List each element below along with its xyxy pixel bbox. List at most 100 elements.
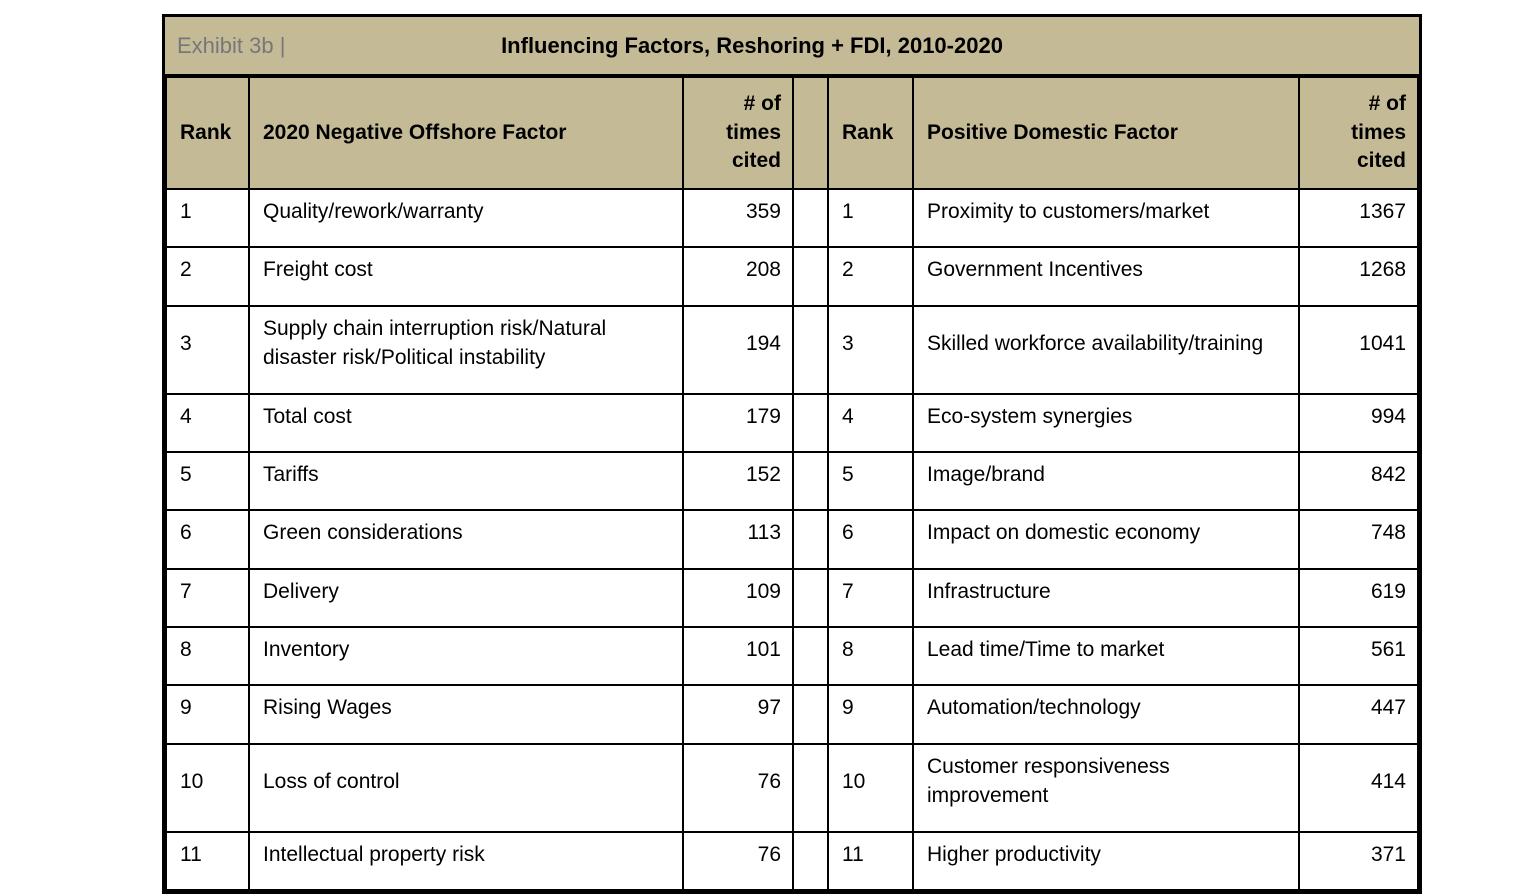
left-cited-cell: 109: [682, 567, 794, 629]
table-row: 6 Green considerations 113 6 Impact on d…: [165, 509, 1419, 570]
table-divider: [792, 509, 829, 570]
right-cited-header: # of times cited: [1298, 76, 1419, 190]
table-row: 9 Rising Wages 97 9 Automation/technolog…: [165, 684, 1419, 745]
table-gap-header: [792, 76, 829, 190]
left-factor-cell: Delivery: [248, 567, 684, 629]
left-cited-cell: 76: [682, 830, 794, 892]
table-divider: [792, 187, 829, 249]
right-factor-header: Positive Domestic Factor: [912, 76, 1300, 190]
right-factor-cell: Lead time/Time to market: [912, 626, 1300, 687]
table-divider: [792, 684, 829, 745]
right-factor-cell: Skilled workforce availability/training: [912, 304, 1300, 395]
right-rank-cell: 11: [827, 830, 914, 892]
exhibit-title-bar: Exhibit 3b | Influencing Factors, Reshor…: [165, 17, 1419, 76]
table-divider: [792, 246, 829, 307]
table-row: 4 Total cost 179 4 Eco-system synergies …: [165, 392, 1419, 454]
left-factor-cell: Freight cost: [248, 246, 684, 307]
table-row: 10 Loss of control 76 10 Customer respon…: [165, 742, 1419, 833]
right-cited-cell: 994: [1298, 392, 1419, 454]
table-divider: [792, 567, 829, 629]
left-factor-cell: Tariffs: [248, 451, 684, 512]
right-rank-cell: 3: [827, 304, 914, 395]
right-factor-cell: Infrastructure: [912, 567, 1300, 629]
left-factor-header: 2020 Negative Offshore Factor: [248, 76, 684, 190]
left-cited-header: # of times cited: [682, 76, 794, 190]
left-factor-cell: Inventory: [248, 626, 684, 687]
left-cited-cell: 76: [682, 742, 794, 833]
left-cited-cell: 101: [682, 626, 794, 687]
left-rank-cell: 8: [165, 626, 250, 687]
right-cited-cell: 371: [1298, 830, 1419, 892]
table-divider: [792, 304, 829, 395]
left-factor-cell: Loss of control: [248, 742, 684, 833]
right-factor-cell: Impact on domestic economy: [912, 509, 1300, 570]
table-divider: [792, 451, 829, 512]
right-rank-cell: 8: [827, 626, 914, 687]
left-rank-cell: 5: [165, 451, 250, 512]
table-row: 11 Intellectual property risk 76 11 High…: [165, 830, 1419, 892]
left-cited-cell: 113: [682, 509, 794, 570]
table-row: 5 Tariffs 152 5 Image/brand 842: [165, 451, 1419, 512]
right-cited-cell: 1367: [1298, 187, 1419, 249]
left-rank-header: Rank: [165, 76, 250, 190]
right-factor-cell: Proximity to customers/market: [912, 187, 1300, 249]
right-factor-cell: Eco-system synergies: [912, 392, 1300, 454]
right-rank-cell: 2: [827, 246, 914, 307]
right-rank-header: Rank: [827, 76, 914, 190]
left-factor-cell: Supply chain interruption risk/Natural d…: [248, 304, 684, 395]
left-rank-cell: 10: [165, 742, 250, 833]
right-rank-cell: 1: [827, 187, 914, 249]
left-cited-cell: 97: [682, 684, 794, 745]
left-factor-cell: Intellectual property risk: [248, 830, 684, 892]
right-cited-cell: 414: [1298, 742, 1419, 833]
left-factor-cell: Green considerations: [248, 509, 684, 570]
right-rank-cell: 4: [827, 392, 914, 454]
exhibit-label: Exhibit 3b |: [177, 32, 286, 58]
left-cited-cell: 359: [682, 187, 794, 249]
left-rank-cell: 2: [165, 246, 250, 307]
left-cited-cell: 179: [682, 392, 794, 454]
table-row: 1 Quality/rework/warranty 359 1 Proximit…: [165, 187, 1419, 249]
left-factor-cell: Rising Wages: [248, 684, 684, 745]
right-cited-cell: 842: [1298, 451, 1419, 512]
table-row: 2 Freight cost 208 2 Government Incentiv…: [165, 246, 1419, 307]
exhibit-3b-container: Exhibit 3b | Influencing Factors, Reshor…: [162, 14, 1422, 894]
left-rank-cell: 3: [165, 304, 250, 395]
table-row: 3 Supply chain interruption risk/Natural…: [165, 304, 1419, 395]
left-rank-cell: 7: [165, 567, 250, 629]
left-cited-cell: 152: [682, 451, 794, 512]
table-divider: [792, 742, 829, 833]
right-factor-cell: Government Incentives: [912, 246, 1300, 307]
left-rank-cell: 4: [165, 392, 250, 454]
right-rank-cell: 10: [827, 742, 914, 833]
table-divider: [792, 830, 829, 892]
left-factor-cell: Total cost: [248, 392, 684, 454]
right-cited-cell: 619: [1298, 567, 1419, 629]
table-header-row: Rank 2020 Negative Offshore Factor # of …: [165, 76, 1419, 190]
table-row: 8 Inventory 101 8 Lead time/Time to mark…: [165, 626, 1419, 687]
table-row: 7 Delivery 109 7 Infrastructure 619: [165, 567, 1419, 629]
right-cited-cell: 561: [1298, 626, 1419, 687]
left-cited-cell: 208: [682, 246, 794, 307]
right-factor-cell: Higher productivity: [912, 830, 1300, 892]
left-factor-cell: Quality/rework/warranty: [248, 187, 684, 249]
left-rank-cell: 1: [165, 187, 250, 249]
right-rank-cell: 6: [827, 509, 914, 570]
right-cited-cell: 447: [1298, 684, 1419, 745]
table-divider: [792, 626, 829, 687]
left-rank-cell: 6: [165, 509, 250, 570]
right-cited-cell: 1041: [1298, 304, 1419, 395]
exhibit-title: Influencing Factors, Reshoring + FDI, 20…: [501, 32, 1003, 58]
left-rank-cell: 11: [165, 830, 250, 892]
left-rank-cell: 9: [165, 684, 250, 745]
table-divider: [792, 392, 829, 454]
influencing-factors-table: Rank 2020 Negative Offshore Factor # of …: [165, 76, 1419, 892]
right-rank-cell: 5: [827, 451, 914, 512]
right-cited-cell: 748: [1298, 509, 1419, 570]
right-factor-cell: Automation/technology: [912, 684, 1300, 745]
right-rank-cell: 9: [827, 684, 914, 745]
right-cited-cell: 1268: [1298, 246, 1419, 307]
right-factor-cell: Image/brand: [912, 451, 1300, 512]
left-cited-cell: 194: [682, 304, 794, 395]
right-rank-cell: 7: [827, 567, 914, 629]
